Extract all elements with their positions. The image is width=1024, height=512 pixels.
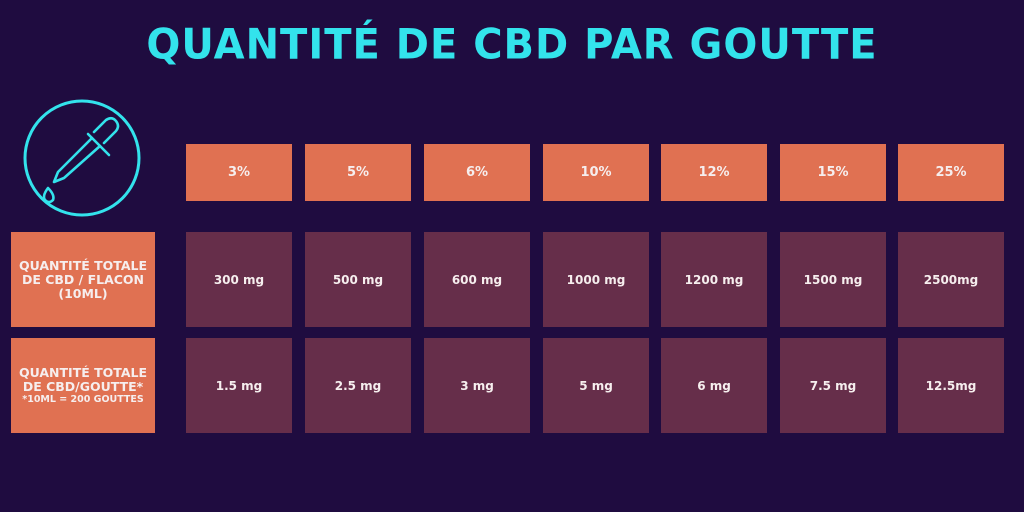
table-cell: 3 mg bbox=[424, 338, 530, 433]
column-header-12pct: 12% bbox=[661, 144, 767, 201]
table-cell: 1.5 mg bbox=[186, 338, 292, 433]
table-cell: 1000 mg bbox=[543, 232, 649, 327]
row-label-total-per-bottle: QUANTITÉ TOTALE DE CBD / FLACON (10ML) bbox=[11, 232, 155, 327]
table-cell: 12.5mg bbox=[898, 338, 1004, 433]
column-header-15pct: 15% bbox=[780, 144, 886, 201]
page-title: QUANTITÉ DE CBD PAR GOUTTE bbox=[146, 20, 878, 70]
row-label-footnote: *10ML = 200 GOUTTES bbox=[22, 393, 144, 405]
table-cell: 1500 mg bbox=[780, 232, 886, 327]
dropper-icon bbox=[22, 98, 142, 218]
table-cell: 300 mg bbox=[186, 232, 292, 327]
table-cell: 2500mg bbox=[898, 232, 1004, 327]
row-label-line: (10ML) bbox=[58, 285, 108, 301]
table-cell: 5 mg bbox=[543, 338, 649, 433]
table-cell: 600 mg bbox=[424, 232, 530, 327]
row-label-line: DE CBD/GOUTTE* bbox=[22, 378, 144, 394]
column-header-3pct: 3% bbox=[186, 144, 292, 201]
row-label-line: QUANTITÉ TOTALE bbox=[18, 364, 147, 380]
row-label-line: DE CBD / FLACON bbox=[21, 271, 145, 287]
table-cell: 6 mg bbox=[661, 338, 767, 433]
row-label-line: QUANTITÉ TOTALE bbox=[18, 257, 147, 273]
table-cell: 500 mg bbox=[305, 232, 411, 327]
table-cell: 2.5 mg bbox=[305, 338, 411, 433]
column-header-6pct: 6% bbox=[424, 144, 530, 201]
table-cell: 1200 mg bbox=[661, 232, 767, 327]
column-header-5pct: 5% bbox=[305, 144, 411, 201]
row-label-total-per-drop: QUANTITÉ TOTALE DE CBD/GOUTTE* *10ML = 2… bbox=[11, 338, 155, 433]
table-cell: 7.5 mg bbox=[780, 338, 886, 433]
column-header-25pct: 25% bbox=[898, 144, 1004, 201]
column-header-10pct: 10% bbox=[543, 144, 649, 201]
